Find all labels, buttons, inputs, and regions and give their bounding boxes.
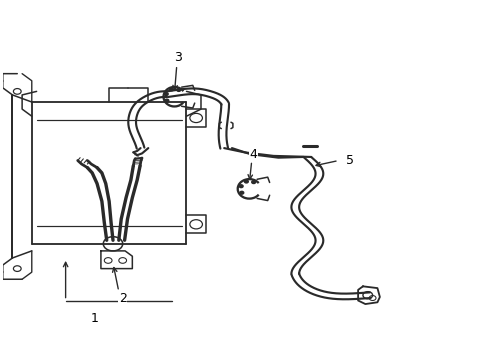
Text: 4: 4 — [249, 148, 257, 161]
Text: 1: 1 — [90, 312, 99, 325]
Circle shape — [239, 185, 243, 188]
Circle shape — [164, 99, 168, 102]
Circle shape — [164, 93, 168, 95]
Circle shape — [240, 192, 243, 194]
Circle shape — [251, 181, 255, 184]
Text: 5: 5 — [345, 154, 353, 167]
Circle shape — [244, 180, 248, 183]
Text: 2: 2 — [119, 292, 126, 305]
Circle shape — [169, 88, 173, 91]
Circle shape — [177, 89, 180, 91]
Text: 3: 3 — [174, 51, 182, 64]
